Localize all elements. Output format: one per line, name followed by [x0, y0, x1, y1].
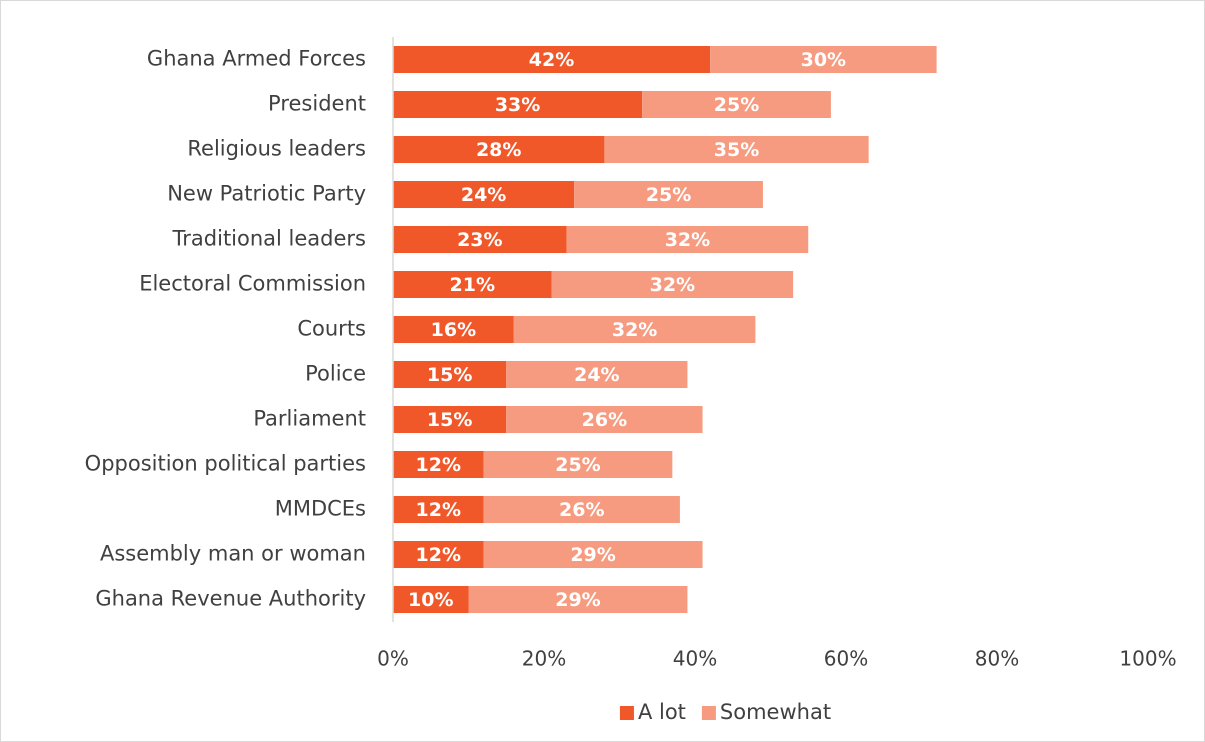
bar-segment [506, 361, 688, 388]
category-label: Traditional leaders [172, 227, 366, 251]
x-tick-label: 100% [1119, 647, 1176, 671]
value-label: 16% [431, 319, 476, 341]
bar-segment [506, 406, 703, 433]
bar-segment [604, 136, 869, 163]
value-label: 25% [555, 454, 600, 476]
bar-segment [551, 271, 794, 298]
bar-segment [393, 91, 643, 118]
value-label: 35% [714, 139, 759, 161]
category-label: Courts [297, 317, 366, 341]
x-tick-label: 40% [673, 647, 717, 671]
category-label: Ghana Revenue Authority [95, 587, 366, 611]
bar-segment [393, 271, 552, 298]
bar-segment [393, 586, 469, 613]
value-label: 26% [559, 499, 604, 521]
legend-label: A lot [638, 700, 686, 724]
bar-segment [393, 226, 567, 253]
bar-segment [393, 46, 711, 73]
bar-segment [483, 451, 673, 478]
bar-segment [483, 496, 680, 523]
category-label: MMDCEs [275, 497, 366, 521]
bar-segment [574, 181, 763, 208]
value-label: 32% [650, 274, 695, 296]
value-label: 10% [408, 589, 453, 611]
bar-segment [393, 496, 484, 523]
category-label: Religious leaders [187, 137, 366, 161]
value-label: 33% [495, 94, 540, 116]
value-label: 30% [801, 49, 846, 71]
value-label: 15% [427, 364, 472, 386]
value-label: 32% [665, 229, 710, 251]
value-label: 12% [416, 454, 461, 476]
x-tick-label: 20% [522, 647, 566, 671]
category-label: Parliament [253, 407, 366, 431]
value-label: 15% [427, 409, 472, 431]
bar-segment [468, 586, 688, 613]
value-label: 24% [461, 184, 506, 206]
bar-segment [483, 541, 703, 568]
value-label: 32% [612, 319, 657, 341]
bar-segment [393, 316, 514, 343]
value-label: 26% [582, 409, 627, 431]
bar-segment [393, 406, 507, 433]
bar-segment [710, 46, 937, 73]
category-label: Opposition political parties [85, 452, 366, 476]
legend-swatch [701, 706, 716, 720]
category-label: Ghana Armed Forces [147, 47, 366, 71]
bar-segment [513, 316, 756, 343]
value-label: 25% [714, 94, 759, 116]
category-label: Electoral Commission [139, 272, 366, 296]
legend-swatch [619, 706, 634, 720]
bar-segment [393, 181, 575, 208]
value-label: 42% [529, 49, 574, 71]
bar-segment [393, 361, 507, 388]
category-label: Police [305, 362, 366, 386]
bar-segment [566, 226, 809, 253]
category-label: Assembly man or woman [100, 542, 366, 566]
value-label: 12% [416, 499, 461, 521]
x-tick-label: 0% [377, 647, 409, 671]
value-label: 21% [450, 274, 495, 296]
value-label: 23% [457, 229, 502, 251]
x-tick-label: 60% [824, 647, 868, 671]
x-tick-label: 80% [975, 647, 1019, 671]
value-label: 25% [646, 184, 691, 206]
bar-segment [393, 136, 605, 163]
value-label: 12% [416, 544, 461, 566]
category-label: President [268, 92, 366, 116]
category-label: New Patriotic Party [167, 182, 366, 206]
value-label: 28% [476, 139, 521, 161]
value-label: 29% [555, 589, 600, 611]
value-label: 29% [570, 544, 615, 566]
bar-segment [393, 541, 484, 568]
value-label: 24% [574, 364, 619, 386]
legend-label: Somewhat [720, 700, 831, 724]
bar-segment [393, 451, 484, 478]
bar-segment [642, 91, 831, 118]
